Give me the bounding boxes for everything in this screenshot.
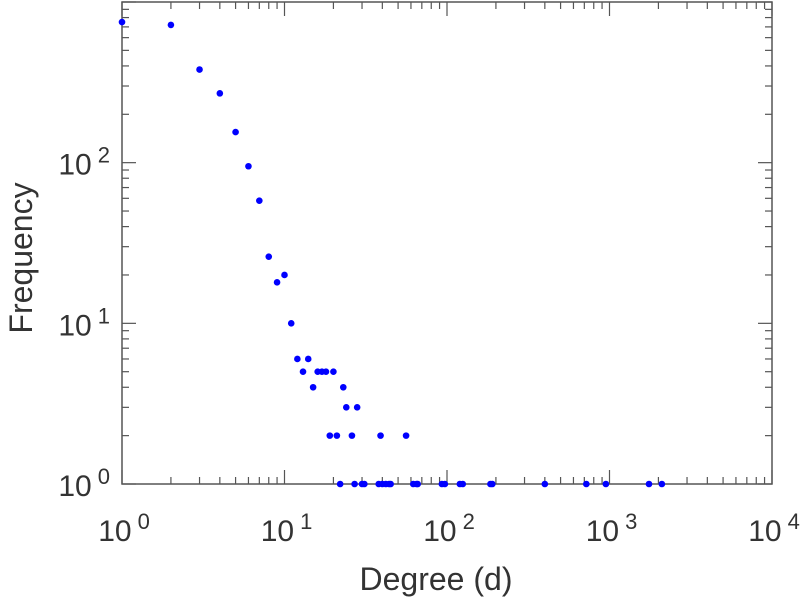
y-tick-label: 10 2 xyxy=(58,143,110,182)
major-ticks xyxy=(121,1,773,485)
data-point xyxy=(441,480,449,488)
y-axis-label: Frequency xyxy=(3,182,39,333)
data-point xyxy=(339,383,347,391)
data-point xyxy=(402,432,410,439)
data-point xyxy=(309,383,317,391)
data-point xyxy=(377,432,384,439)
x-tick-label: 10 2 xyxy=(423,509,475,548)
x-tick-label: 10 0 xyxy=(98,509,150,548)
x-axis-label: Degree (d) xyxy=(360,561,513,597)
data-point xyxy=(414,480,421,488)
data-point xyxy=(326,432,334,439)
data-point xyxy=(361,480,368,488)
data-points xyxy=(118,18,666,488)
data-point xyxy=(330,368,337,375)
data-point xyxy=(488,480,496,488)
data-point xyxy=(281,271,288,279)
plot-area xyxy=(121,1,773,485)
data-point xyxy=(387,480,394,488)
data-point xyxy=(583,480,590,488)
data-point xyxy=(299,368,307,375)
data-point xyxy=(167,21,175,29)
data-point xyxy=(333,432,341,439)
data-point xyxy=(353,404,361,411)
x-tick-labels: 10 0 10 1 10 2 10 3 10 4 xyxy=(98,509,800,548)
data-point xyxy=(196,66,203,73)
data-point xyxy=(265,253,273,260)
minor-ticks xyxy=(122,2,772,484)
data-point xyxy=(645,480,653,488)
data-point xyxy=(294,355,301,363)
data-point xyxy=(336,480,344,488)
y-tick-label: 10 1 xyxy=(58,303,110,342)
x-tick-label: 10 1 xyxy=(261,509,313,548)
data-point xyxy=(232,128,239,136)
data-point xyxy=(245,162,252,170)
data-point xyxy=(541,480,549,488)
data-point xyxy=(273,279,281,286)
x-tick-label: 10 3 xyxy=(586,509,638,548)
data-point xyxy=(256,197,263,204)
y-tick-label: 10 0 xyxy=(58,464,110,503)
data-point xyxy=(602,480,610,488)
data-point xyxy=(348,432,356,439)
data-point xyxy=(322,368,330,375)
data-point xyxy=(287,320,295,327)
data-point xyxy=(342,404,350,411)
data-point xyxy=(216,90,224,97)
data-point xyxy=(118,18,126,26)
data-point xyxy=(658,480,666,488)
data-point xyxy=(304,355,312,363)
x-tick-label: 10 4 xyxy=(748,509,800,548)
data-point xyxy=(459,480,467,488)
data-point xyxy=(351,480,358,488)
